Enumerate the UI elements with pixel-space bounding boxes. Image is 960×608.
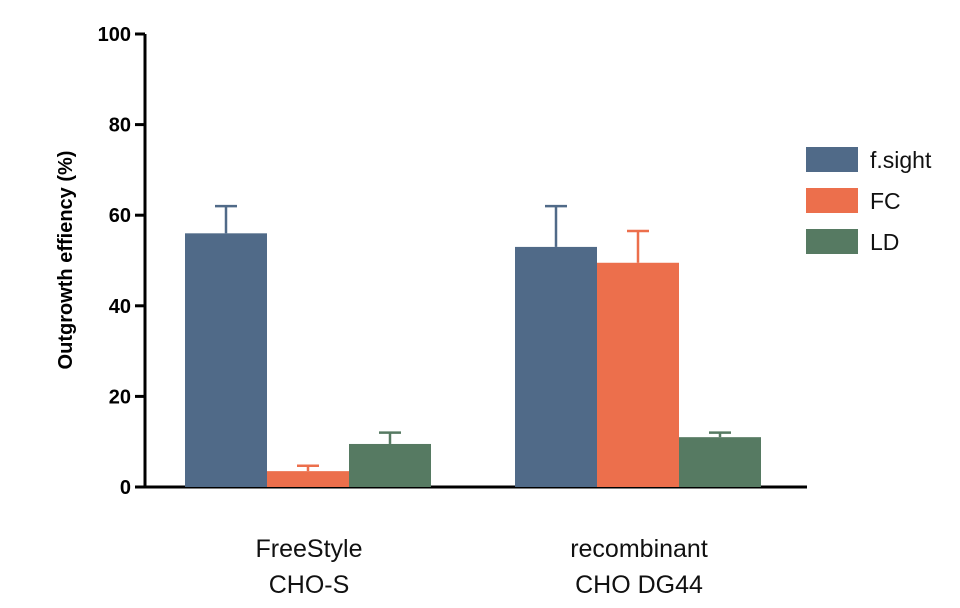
legend-swatch: [806, 147, 858, 172]
y-axis-title: Outgrowth effiency (%): [55, 151, 77, 370]
y-tick-label: 60: [109, 205, 131, 227]
bar-fc-0: [267, 471, 349, 487]
legend-label: FC: [870, 188, 901, 214]
legend-label: LD: [870, 229, 899, 255]
y-tick-label: 20: [109, 386, 131, 408]
x-category-label: CHO-S: [269, 571, 350, 599]
bar-fsight-0: [185, 233, 267, 487]
x-category-label: FreeStyle: [256, 535, 363, 563]
bar-fsight-1: [515, 246, 597, 487]
legend-swatch: [806, 229, 858, 254]
axes: 0 20 40 60 80 100 Outgrowth effiency (%) FreeSt…: [55, 24, 807, 599]
bar-ld-0: [349, 443, 431, 487]
y-tick-label: 0: [120, 477, 131, 499]
y-tick-label: 80: [109, 115, 131, 137]
legend-swatch: [806, 188, 858, 213]
bar-fc-1: [597, 262, 679, 487]
bars: [185, 233, 761, 487]
error-bars: [215, 204, 731, 472]
y-tick-label: 40: [109, 296, 131, 318]
bar-ld-1: [679, 437, 761, 487]
legend: f.sight FC LD: [806, 147, 932, 255]
x-category-label: recombinant: [570, 535, 708, 563]
legend-label: f.sight: [870, 147, 932, 173]
y-tick-label: 100: [98, 24, 131, 46]
x-category-label: CHO DG44: [575, 571, 703, 599]
